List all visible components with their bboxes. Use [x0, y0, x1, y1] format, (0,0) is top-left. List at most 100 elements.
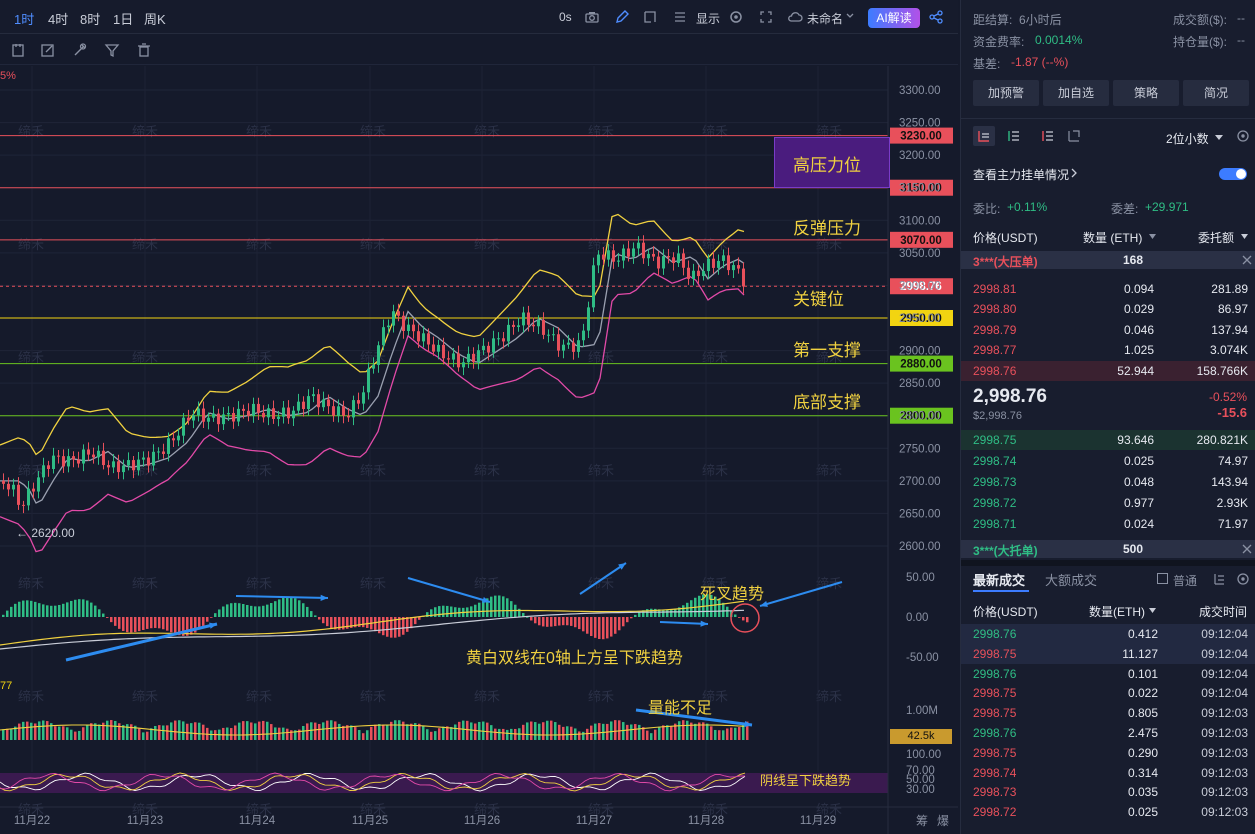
trade-row[interactable]: 2998.72 0.025 09:12:03 — [961, 802, 1255, 822]
close-icon[interactable] — [1242, 255, 1252, 265]
candle-body — [337, 406, 340, 416]
pencil-icon[interactable] — [614, 9, 630, 25]
settings-icon[interactable] — [728, 9, 744, 25]
trade-row[interactable]: 2998.75 0.022 09:12:04 — [961, 683, 1255, 703]
magic-brush-icon[interactable] — [72, 42, 88, 58]
camera-icon[interactable] — [584, 9, 600, 25]
settings-icon[interactable] — [1236, 572, 1250, 586]
trade-row[interactable]: 2998.76 0.412 09:12:04 — [961, 624, 1255, 644]
chevron-down-icon[interactable] — [845, 11, 855, 21]
orderbook-bids-icon[interactable] — [1007, 129, 1021, 143]
list-icon[interactable] — [672, 9, 688, 25]
trash-icon[interactable] — [136, 42, 152, 58]
overview-button[interactable]: 简况 — [1183, 80, 1249, 106]
price-chart[interactable]: 缔禾 缔禾 缔禾 缔禾 缔禾 缔禾 缔禾 缔禾 缔禾 缔禾 缔禾 缔禾 缔禾 缔禾 缔禾 缔禾 缔禾 缔禾 缔禾 缔禾… — [0, 66, 958, 834]
kdj-line — [0, 772, 746, 792]
candle-body — [622, 248, 625, 261]
level-tag — [890, 179, 953, 196]
ask-row[interactable]: 2998.76 52.944 158.766K — [961, 361, 1255, 381]
trade-row[interactable]: 2998.74 0.314 09:12:03 — [961, 763, 1255, 783]
ask-row[interactable]: 2998.79 0.046 137.94 — [961, 320, 1255, 340]
whale-orders-toggle[interactable] — [1219, 168, 1247, 180]
bid-row[interactable]: 2998.75 93.646 280.821K — [961, 430, 1255, 450]
filter-icon[interactable] — [104, 42, 120, 58]
edit-box-icon[interactable] — [40, 42, 56, 58]
volume-bar — [318, 723, 321, 740]
tab-latest-trades[interactable]: 最新成交 — [973, 573, 1026, 588]
decimal-select[interactable]: 2位小数 — [1166, 132, 1209, 146]
orderbook-depth-icon[interactable] — [1067, 129, 1081, 143]
trade-time: 09:12:03 — [1201, 785, 1248, 800]
chevron-right-icon[interactable] — [1070, 168, 1078, 178]
cloud-icon[interactable] — [787, 9, 803, 25]
ask-row[interactable]: 2998.80 0.029 86.97 — [961, 299, 1255, 319]
trade-row[interactable]: 2998.73 0.035 09:12:03 — [961, 782, 1255, 802]
change-pct: -0.52% — [1208, 390, 1247, 404]
macd-histogram-bar — [610, 617, 613, 637]
macd-histogram-bar — [670, 609, 673, 617]
macd-histogram-bar — [414, 617, 417, 625]
settings-icon[interactable] — [1236, 129, 1250, 143]
timeframe-8h[interactable]: 8时 — [80, 12, 101, 27]
candle-body — [322, 399, 325, 408]
macd-histogram-bar — [250, 605, 253, 617]
watermark-text: 缔禾 — [816, 463, 842, 479]
close-icon[interactable] — [1242, 544, 1252, 554]
volume-bar — [362, 733, 365, 740]
bid-row[interactable]: 2998.74 0.025 74.97 — [961, 451, 1255, 471]
whale-orders-link[interactable]: 查看主力挂单情况 — [973, 168, 1070, 182]
add-alert-button[interactable]: 加预警 — [973, 80, 1039, 106]
trade-row[interactable]: 2998.75 0.805 09:12:03 — [961, 703, 1255, 723]
corner-label-chips[interactable]: 筹 — [916, 814, 929, 828]
ai-interpret-button[interactable]: AI解读 — [868, 8, 920, 28]
candle-body — [42, 465, 45, 478]
volume-bar — [18, 723, 21, 740]
ask-row[interactable]: 2998.77 1.025 3.074K — [961, 340, 1255, 360]
header-amount[interactable]: 委托额 — [1198, 231, 1235, 245]
orderbook-both-icon[interactable] — [977, 129, 991, 143]
bid-row[interactable]: 2998.73 0.048 143.94 — [961, 472, 1255, 492]
caret-down-icon[interactable] — [1240, 233, 1249, 240]
candle-body — [142, 457, 145, 460]
timeframe-week[interactable]: 周K — [144, 12, 166, 27]
trade-header-qty[interactable]: 数量(ETH) — [1089, 605, 1145, 619]
trade-row[interactable]: 2998.76 2.475 09:12:03 — [961, 723, 1255, 743]
ask-row[interactable]: 2998.81 0.094 281.89 — [961, 279, 1255, 299]
tab-big-trades[interactable]: 大额成交 — [1045, 573, 1098, 588]
bid-row[interactable]: 2998.72 0.977 2.93K — [961, 493, 1255, 513]
volume-bar — [270, 724, 273, 740]
bid-row[interactable]: 2998.71 0.024 71.97 — [961, 514, 1255, 534]
trade-row[interactable]: 2998.75 0.290 09:12:03 — [961, 743, 1255, 763]
strategy-button[interactable]: 策略 — [1113, 80, 1179, 106]
add-watchlist-button[interactable]: 加自选 — [1043, 80, 1109, 106]
orderbook-asks-icon[interactable] — [1041, 129, 1055, 143]
trade-row[interactable]: 2998.75 11.127 09:12:04 — [961, 643, 1255, 664]
big-bid-row[interactable]: 3***(大托单) 500 — [961, 540, 1255, 558]
sort-icon[interactable] — [1212, 572, 1226, 586]
big-ask-row[interactable]: 3***(大压单) 168 — [961, 251, 1255, 269]
normal-checkbox[interactable] — [1157, 573, 1168, 584]
trade-row[interactable]: 2998.76 0.101 09:12:04 — [961, 664, 1255, 684]
diff-label: 委差: — [1111, 202, 1139, 216]
fullscreen-icon[interactable] — [758, 9, 774, 25]
diff-value: +29.971 — [1145, 200, 1189, 214]
chevron-down-icon[interactable] — [1214, 134, 1224, 142]
bid-qty: 0.048 — [1123, 475, 1154, 489]
header-qty[interactable]: 数量 (ETH) — [1083, 231, 1143, 245]
level-tag — [890, 407, 953, 424]
corner-label-explode[interactable]: 爆 — [937, 814, 950, 828]
trade-qty: 0.035 — [1127, 785, 1158, 800]
caret-down-icon[interactable] — [1148, 233, 1157, 240]
note-icon[interactable] — [10, 42, 26, 58]
volume-bar — [306, 723, 309, 740]
macd-histogram-bar — [10, 606, 13, 617]
share-icon[interactable] — [928, 9, 944, 25]
layout-name[interactable]: 未命名 — [807, 12, 844, 26]
timeframe-1h[interactable]: 1时 — [14, 12, 35, 27]
caret-down-icon[interactable] — [1148, 607, 1157, 614]
timeframe-4h[interactable]: 4时 — [48, 12, 69, 27]
candle-body — [367, 368, 370, 393]
crop-icon[interactable] — [642, 9, 658, 25]
timeframe-1d[interactable]: 1日 — [113, 12, 134, 27]
display-button[interactable]: 显示 — [696, 12, 721, 26]
